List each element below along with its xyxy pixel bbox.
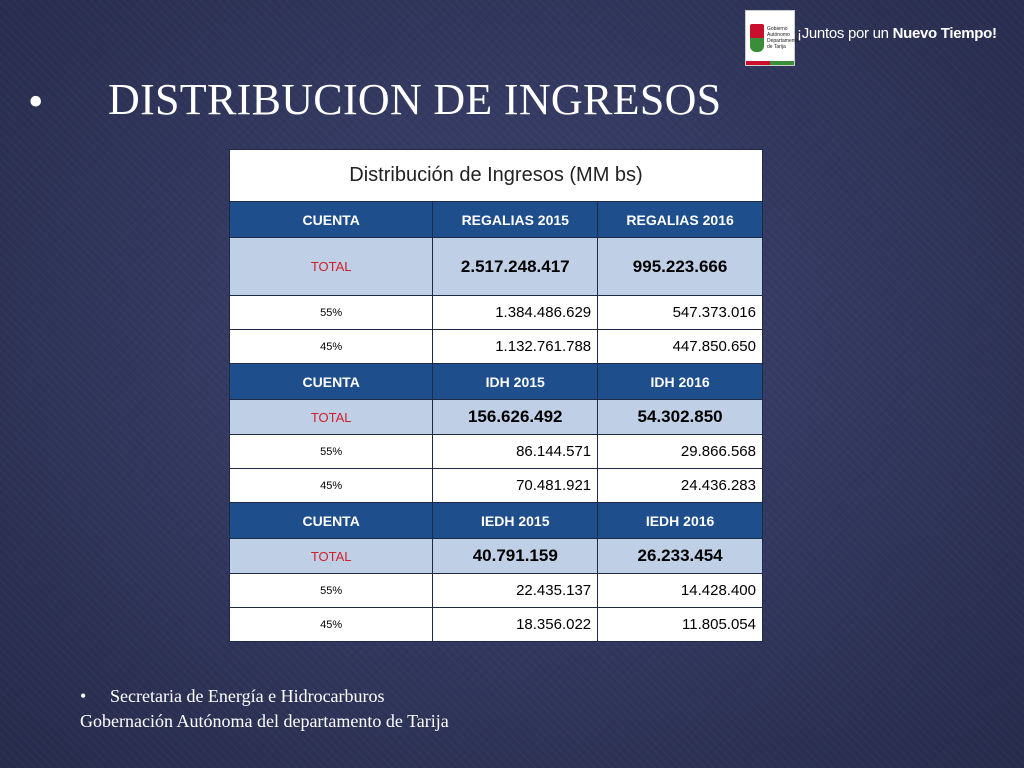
footer-secretaria: Secretaria de Energía e Hidrocarburos	[110, 686, 385, 706]
total-label: TOTAL	[228, 399, 434, 435]
table-header-row: CUENTA IEDH 2015 IEDH 2016	[228, 502, 763, 539]
column-header: IEDH 2016	[597, 502, 763, 539]
column-header: REGALIAS 2015	[432, 201, 599, 238]
total-value: 2.517.248.417	[432, 237, 599, 296]
table-row: 45% 70.481.921 24.436.283	[228, 468, 763, 503]
total-value: 156.626.492	[432, 399, 599, 435]
cell-value: 1.384.486.629	[432, 295, 599, 330]
total-row: TOTAL 2.517.248.417 995.223.666	[228, 237, 763, 296]
column-header: CUENTA	[228, 363, 434, 400]
column-header: REGALIAS 2016	[597, 201, 763, 238]
page-title: DISTRIBUCION DE INGRESOS	[108, 75, 722, 124]
slogan: ¡Juntos por un Nuevo Tiempo!	[797, 25, 997, 42]
logo-text: Gobierno Autónomo Departamental de Tarij…	[767, 26, 800, 50]
cell-value: 14.428.400	[597, 573, 763, 608]
table-caption-row: Distribución de Ingresos (MM bs)	[229, 149, 763, 202]
cell-value: 18.356.022	[432, 607, 599, 642]
footer-bullet: •	[80, 686, 87, 706]
total-label: TOTAL	[228, 237, 434, 296]
total-row: TOTAL 40.791.159 26.233.454	[228, 538, 763, 574]
column-header: IEDH 2015	[432, 502, 599, 539]
title-bullet: •	[28, 77, 44, 126]
table-header-row: CUENTA IDH 2015 IDH 2016	[228, 363, 763, 400]
row-label: 45%	[228, 329, 434, 364]
row-label: 45%	[228, 468, 434, 503]
total-value: 54.302.850	[597, 399, 763, 435]
cell-value: 447.850.650	[597, 329, 763, 364]
cell-value: 547.373.016	[597, 295, 763, 330]
row-label: 55%	[228, 434, 434, 469]
cell-value: 1.132.761.788	[432, 329, 599, 364]
table-row: 55% 86.144.571 29.866.568	[228, 434, 763, 469]
table-caption: Distribución de Ingresos (MM bs)	[229, 149, 763, 202]
table-row: 55% 1.384.486.629 547.373.016	[228, 295, 763, 330]
total-value: 40.791.159	[432, 538, 599, 574]
table-row: 45% 18.356.022 11.805.054	[228, 607, 763, 642]
total-label: TOTAL	[228, 538, 434, 574]
cell-value: 86.144.571	[432, 434, 599, 469]
cell-value: 11.805.054	[597, 607, 763, 642]
total-value: 995.223.666	[597, 237, 763, 296]
cell-value: 70.481.921	[432, 468, 599, 503]
column-header: CUENTA	[228, 201, 434, 238]
footer-gobernacion: Gobernación Autónoma del departamento de…	[80, 711, 449, 731]
row-label: 55%	[228, 295, 434, 330]
column-header: CUENTA	[228, 502, 434, 539]
column-header: IDH 2016	[597, 363, 763, 400]
cell-value: 29.866.568	[597, 434, 763, 469]
row-label: 45%	[228, 607, 434, 642]
income-distribution-table: Distribución de Ingresos (MM bs) CUENTA …	[228, 149, 763, 642]
column-header: IDH 2015	[432, 363, 599, 400]
total-value: 26.233.454	[597, 538, 763, 574]
gobernacion-logo: Gobierno Autónomo Departamental de Tarij…	[745, 10, 800, 66]
cell-value: 24.436.283	[597, 468, 763, 503]
table-row: 45% 1.132.761.788 447.850.650	[228, 329, 763, 364]
shield-icon	[750, 24, 764, 52]
table-row: 55% 22.435.137 14.428.400	[228, 573, 763, 608]
total-row: TOTAL 156.626.492 54.302.850	[228, 399, 763, 435]
table-header-row: CUENTA REGALIAS 2015 REGALIAS 2016	[228, 201, 763, 238]
cell-value: 22.435.137	[432, 573, 599, 608]
row-label: 55%	[228, 573, 434, 608]
